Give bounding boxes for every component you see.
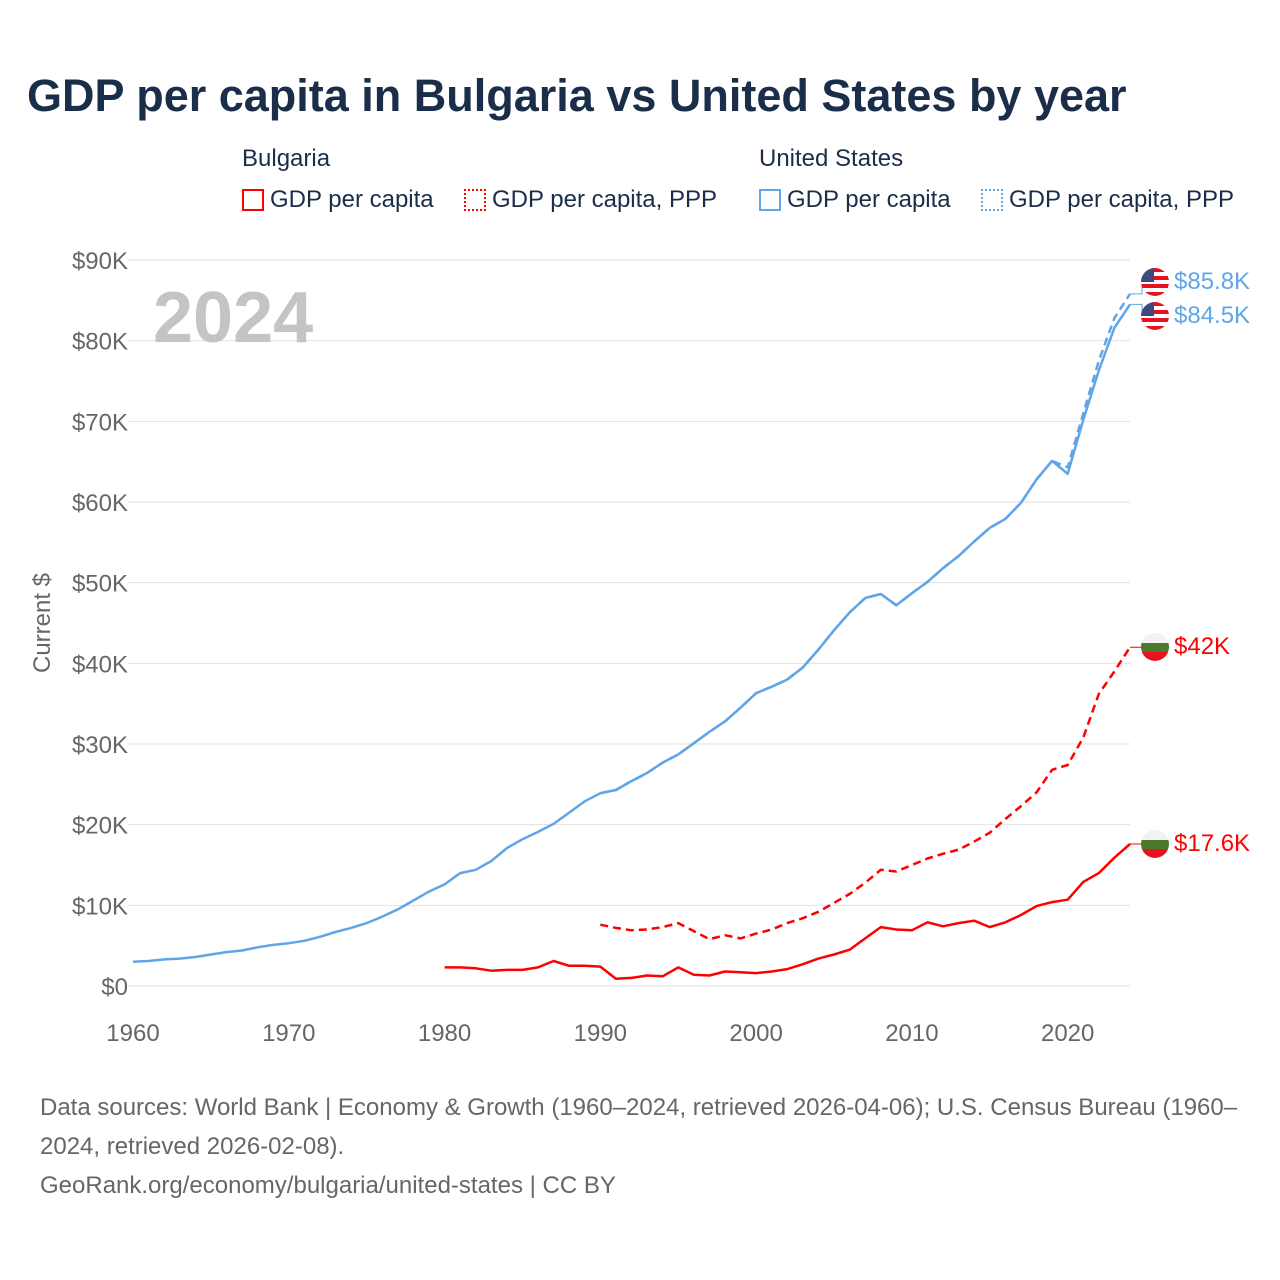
x-tick-label: 1990 bbox=[574, 1020, 627, 1047]
footer: Data sources: World Bank | Economy & Gro… bbox=[40, 1088, 1250, 1205]
y-tick-label: $70K bbox=[72, 409, 128, 436]
credit-link[interactable]: GeoRank.org/economy/bulgaria/united-stat… bbox=[40, 1172, 616, 1199]
bulgaria-flag-icon bbox=[1141, 830, 1169, 858]
us-flag-icon bbox=[1141, 302, 1169, 330]
legend-group-bulgaria: Bulgaria bbox=[242, 145, 331, 172]
series-line bbox=[444, 843, 1131, 980]
us-flag-icon bbox=[1141, 268, 1169, 296]
y-tick-label: $90K bbox=[72, 248, 128, 275]
y-tick-label: $50K bbox=[72, 571, 128, 598]
end-value-label: $42K bbox=[1174, 633, 1230, 660]
legend-swatch-solid bbox=[759, 189, 781, 211]
x-tick-label: 1980 bbox=[418, 1020, 471, 1047]
legend-label: GDP per capita bbox=[270, 186, 434, 213]
series-line bbox=[600, 293, 1132, 795]
legend-group-us: United States bbox=[759, 145, 904, 172]
x-tick-label: 2000 bbox=[729, 1020, 782, 1047]
data-sources: Data sources: World Bank | Economy & Gro… bbox=[40, 1094, 1238, 1160]
x-tick-label: 2010 bbox=[885, 1020, 938, 1047]
legend-label: GDP per capita, PPP bbox=[492, 186, 717, 213]
y-tick-label: $0 bbox=[101, 974, 128, 1001]
y-tick-label: $60K bbox=[72, 490, 128, 517]
legend-item-us-gdp[interactable]: GDP per capita bbox=[759, 186, 951, 214]
x-tick-label: 1960 bbox=[106, 1020, 159, 1047]
y-tick-label: $80K bbox=[72, 329, 128, 356]
y-tick-label: $30K bbox=[72, 732, 128, 759]
legend-item-us-ppp[interactable]: GDP per capita, PPP bbox=[981, 186, 1234, 214]
end-value-label: $85.8K bbox=[1174, 268, 1250, 295]
x-tick-label: 1970 bbox=[262, 1020, 315, 1047]
legend-swatch-dotted bbox=[981, 189, 1003, 211]
legend-swatch-dotted bbox=[464, 189, 486, 211]
year-watermark: 2024 bbox=[153, 278, 313, 358]
y-axis-label: Current $ bbox=[29, 573, 56, 673]
x-tick-label: 2020 bbox=[1041, 1020, 1094, 1047]
y-tick-label: $10K bbox=[72, 893, 128, 920]
end-value-label: $17.6K bbox=[1174, 830, 1250, 857]
legend-label: GDP per capita bbox=[787, 186, 951, 213]
y-tick-label: $40K bbox=[72, 651, 128, 678]
end-value-label: $84.5K bbox=[1174, 302, 1250, 329]
legend-swatch-solid bbox=[242, 189, 264, 211]
legend-label: GDP per capita, PPP bbox=[1009, 186, 1234, 213]
y-tick-label: $20K bbox=[72, 813, 128, 840]
bulgaria-flag-icon bbox=[1141, 633, 1169, 661]
chart-title: GDP per capita in Bulgaria vs United Sta… bbox=[27, 70, 1127, 121]
legend-item-bulgaria-gdp[interactable]: GDP per capita bbox=[242, 186, 434, 214]
series-line bbox=[600, 646, 1132, 941]
series-line bbox=[132, 303, 1132, 964]
legend-item-bulgaria-ppp[interactable]: GDP per capita, PPP bbox=[464, 186, 717, 214]
